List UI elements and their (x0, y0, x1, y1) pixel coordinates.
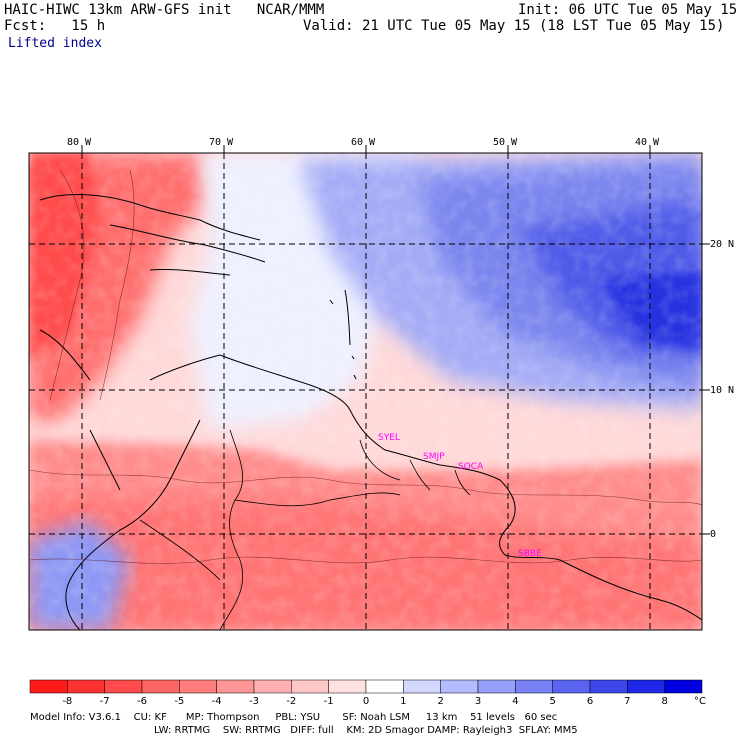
colorbar-swatch (403, 679, 441, 694)
lon-label-60w: 60 W (351, 137, 376, 148)
colorbar-tick-label: 7 (624, 696, 630, 707)
colorbar-tick-label: 2 (437, 696, 443, 707)
borders (139, 429, 471, 630)
colorbar-swatch (589, 679, 628, 694)
colorbar-swatch (328, 679, 367, 694)
colorbar-swatch (627, 679, 665, 694)
colorbar-swatch (216, 679, 255, 694)
model-info-line1: Model Info: V3.6.1 CU: KF MP: Thompson P… (30, 712, 558, 723)
colorbar-tick-label: -7 (100, 696, 110, 707)
forecast-hour: Fcst: 15 h (4, 18, 106, 34)
lon-label-40w: 40 W (635, 137, 660, 148)
colorbar-swatch (477, 679, 516, 694)
colorbar-swatch (515, 679, 553, 694)
colorbar-tick-label: -4 (212, 696, 222, 707)
lat-label-10n: 10 N (710, 385, 734, 396)
colorbar-tick-label: -1 (324, 696, 334, 707)
map-frame (28, 152, 703, 631)
valid-time: Valid: 21 UTC Tue 05 May 15 (18 LST Tue … (303, 18, 725, 34)
colorbar-tick-label: -2 (286, 696, 296, 707)
colorbar-tick-label: 0 (363, 696, 369, 707)
colorbar-swatch (29, 679, 68, 694)
colorbar-swatch (440, 679, 479, 694)
lat-labels: 20 N 10 N 0 (710, 239, 734, 540)
lon-label-70w: 70 W (209, 137, 234, 148)
colorbar-swatch (104, 679, 143, 694)
coastlines (39, 194, 702, 630)
lon-label-80w: 80 W (67, 137, 92, 148)
lifted-index-field (29, 153, 702, 630)
lat-label-20n: 20 N (710, 239, 734, 250)
lon-label-50w: 50 W (493, 137, 518, 148)
colorbar-swatch (365, 679, 404, 694)
colorbar (29, 679, 703, 694)
tick-marks (81, 145, 710, 535)
field-name: Lifted index (8, 36, 102, 51)
colorbar-tick-label: 8 (661, 696, 667, 707)
colorbar-tick-label: 5 (549, 696, 555, 707)
station-sbbe: SBBE (518, 549, 542, 559)
colorbar-swatch (179, 679, 217, 694)
station-soca: SOCA (458, 462, 484, 472)
colorbar-labels: -8 -7 -6 -5 -4 -3 -2 -1 0 1 2 3 4 5 6 7 8 (62, 696, 668, 707)
lon-labels: 80 W 70 W 60 W 50 W 40 W (67, 137, 660, 148)
colorbar-tick-label: 1 (400, 696, 406, 707)
contours (29, 169, 702, 564)
init-time: Init: 06 UTC Tue 05 May 15 (518, 2, 738, 18)
colorbar-swatch (141, 679, 180, 694)
colorbar-swatch (253, 679, 292, 694)
colorbar-swatch (664, 679, 703, 694)
colorbar-unit: °C (694, 696, 706, 707)
model-title: HAIC-HIWC 13km ARW-GFS init NCAR/MMM (4, 2, 325, 18)
model-info-line2: LW: RRTMG SW: RRTMG DIFF: full KM: 2D Sm… (154, 725, 578, 736)
colorbar-swatch (552, 679, 591, 694)
colorbar-tick-label: 4 (512, 696, 518, 707)
colorbar-tick-label: -5 (174, 696, 184, 707)
colorbar-tick-label: -8 (62, 696, 72, 707)
colorbar-swatch (291, 679, 329, 694)
colorbar-tick-label: 3 (475, 696, 481, 707)
station-smjp: SMJP (423, 452, 445, 462)
station-syel: SYEL (378, 433, 400, 443)
lat-label-0: 0 (710, 529, 716, 540)
colorbar-tick-label: 6 (587, 696, 593, 707)
graticule (29, 153, 702, 630)
colorbar-tick-label: -6 (137, 696, 147, 707)
colorbar-swatch (67, 679, 105, 694)
colorbar-tick-label: -3 (249, 696, 259, 707)
station-labels: SYEL SMJP SOCA SBBE (378, 433, 542, 559)
